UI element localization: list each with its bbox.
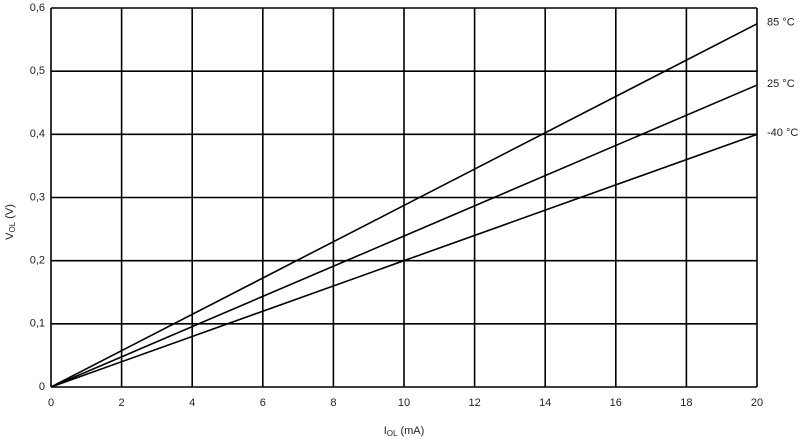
y-label-main: V [4, 232, 16, 240]
series-line [50, 23, 758, 388]
y-tick-label: 0,2 [30, 255, 45, 267]
x-tick-label: 8 [330, 397, 336, 409]
x-tick-label: 6 [260, 397, 266, 409]
x-tick-label: 4 [189, 397, 195, 409]
y-tick-label: 0,5 [30, 65, 45, 77]
y-tick-label: 0,1 [30, 318, 45, 330]
x-label-unit: (mA) [397, 425, 424, 437]
x-tick-label: 16 [610, 397, 622, 409]
series-line [50, 133, 758, 388]
x-label-main: I [384, 425, 387, 437]
series-line [50, 84, 758, 388]
x-label-sub: OL [387, 429, 398, 438]
y-tick-label: 0,4 [30, 128, 45, 140]
series-label: -40 °C [767, 127, 798, 139]
x-tick-label: 12 [468, 397, 480, 409]
x-tick-label: 14 [539, 397, 551, 409]
x-axis-label: IOL (mA) [384, 425, 425, 438]
x-tick-label: 0 [48, 397, 54, 409]
x-tick-label: 20 [751, 397, 763, 409]
x-tick-label: 18 [680, 397, 692, 409]
series-label: 85 °C [767, 17, 795, 29]
y-label-unit: (V) [4, 204, 16, 222]
y-tick-label: 0 [39, 381, 45, 393]
x-tick-label: 10 [398, 397, 410, 409]
y-axis-label: VOL (V) [4, 204, 17, 240]
y-tick-label: 0,3 [30, 191, 45, 203]
y-label-sub: OL [8, 221, 17, 232]
series-label: 25 °C [767, 78, 795, 90]
x-tick-label: 2 [119, 397, 125, 409]
y-tick-label: 0,6 [30, 2, 45, 14]
